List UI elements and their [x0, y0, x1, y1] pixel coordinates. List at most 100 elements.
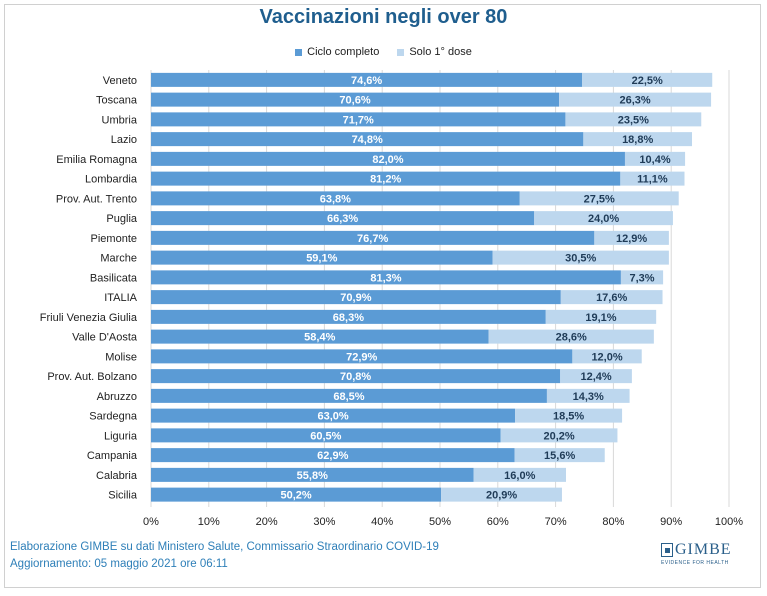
bar-ciclo-completo [151, 329, 489, 344]
gimbe-logo-name: GIMBE [675, 541, 732, 558]
data-label-ciclo-completo: 72,9% [346, 351, 377, 363]
data-label-ciclo-completo: 68,5% [333, 391, 364, 403]
bar-solo-prima-dose [515, 408, 623, 423]
bar-ciclo-completo [151, 132, 584, 147]
data-label-ciclo-completo: 60,5% [310, 430, 341, 442]
footer-source: Elaborazione GIMBE su dati Ministero Sal… [10, 541, 439, 553]
bar-ciclo-completo [151, 290, 561, 305]
data-label-ciclo-completo: 76,7% [357, 233, 388, 245]
bar-ciclo-completo [151, 467, 474, 482]
category-label: Toscana [96, 95, 138, 107]
x-tick-label: 90% [660, 516, 682, 528]
bar-solo-prima-dose [519, 191, 679, 206]
chart-legend: Ciclo completo Solo 1° dose [0, 46, 767, 58]
category-label: Campania [87, 450, 138, 462]
bar-ciclo-completo [151, 92, 560, 107]
data-label-solo-prima-dose: 12,4% [580, 371, 611, 383]
bar-ciclo-completo [151, 388, 547, 403]
x-tick-label: 10% [198, 516, 220, 528]
bar-solo-prima-dose [594, 230, 669, 245]
category-label: Calabria [96, 470, 138, 482]
chart-title: Vaccinazioni negli over 80 [259, 6, 508, 28]
category-label: Marche [100, 253, 137, 265]
category-label: Prov. Aut. Trento [56, 193, 137, 205]
footer-updated: Aggiornamento: 05 maggio 2021 ore 06:11 [10, 558, 228, 570]
data-label-ciclo-completo: 63,0% [317, 411, 348, 423]
data-label-solo-prima-dose: 28,6% [556, 332, 587, 344]
bar-solo-prima-dose [473, 467, 567, 482]
bar-solo-prima-dose [500, 428, 618, 443]
data-label-ciclo-completo: 81,2% [370, 174, 401, 186]
bar-ciclo-completo [151, 349, 573, 364]
category-label: Basilicata [90, 272, 138, 284]
data-label-ciclo-completo: 70,6% [339, 95, 370, 107]
data-label-solo-prima-dose: 14,3% [573, 391, 604, 403]
legend-swatch-ciclo-completo [295, 48, 303, 56]
data-label-solo-prima-dose: 22,5% [632, 75, 663, 87]
data-label-ciclo-completo: 71,7% [343, 114, 374, 126]
data-label-solo-prima-dose: 10,4% [639, 154, 670, 166]
category-label: Piemonte [91, 233, 137, 245]
data-label-ciclo-completo: 70,8% [340, 371, 371, 383]
data-label-ciclo-completo: 70,9% [340, 292, 371, 304]
bar-solo-prima-dose [559, 92, 712, 107]
category-label: Prov. Aut. Bolzano [47, 371, 137, 383]
data-label-solo-prima-dose: 12,0% [591, 351, 622, 363]
legend-label-ciclo-completo: Ciclo completo [307, 46, 380, 58]
data-label-solo-prima-dose: 26,3% [619, 95, 650, 107]
bar-ciclo-completo [151, 72, 583, 87]
bar-solo-prima-dose [624, 151, 686, 166]
bar-solo-prima-dose [583, 132, 693, 147]
category-label: ITALIA [104, 292, 137, 304]
category-label: Umbria [102, 114, 138, 126]
bar-ciclo-completo [151, 250, 493, 265]
category-label: Molise [105, 351, 137, 363]
data-label-solo-prima-dose: 18,8% [622, 134, 653, 146]
data-label-solo-prima-dose: 24,0% [588, 213, 619, 225]
data-label-ciclo-completo: 81,3% [370, 272, 401, 284]
data-label-ciclo-completo: 59,1% [306, 253, 337, 265]
category-label: Lazio [111, 134, 137, 146]
category-label: Emilia Romagna [56, 154, 138, 166]
bar-solo-prima-dose [534, 211, 673, 226]
data-label-solo-prima-dose: 30,5% [565, 253, 596, 265]
data-label-ciclo-completo: 82,0% [372, 154, 403, 166]
category-label: Lombardia [85, 174, 138, 186]
category-label: Veneto [103, 75, 137, 87]
bar-ciclo-completo [151, 428, 501, 443]
category-label: Valle D'Aosta [72, 332, 138, 344]
legend-item-solo-prima-dose: Solo 1° dose [397, 46, 472, 58]
data-label-solo-prima-dose: 18,5% [553, 411, 584, 423]
bar-ciclo-completo [151, 112, 566, 127]
legend-label-solo-prima-dose: Solo 1° dose [409, 46, 472, 58]
bar-solo-prima-dose [565, 112, 702, 127]
bar-solo-prima-dose [620, 270, 664, 285]
bar-solo-prima-dose [620, 171, 685, 186]
bar-solo-prima-dose [560, 369, 632, 384]
x-tick-label: 70% [545, 516, 567, 528]
data-label-solo-prima-dose: 15,6% [544, 450, 575, 462]
x-tick-label: 50% [429, 516, 451, 528]
data-label-solo-prima-dose: 16,0% [504, 470, 535, 482]
bar-solo-prima-dose [572, 349, 642, 364]
bar-solo-prima-dose [488, 329, 654, 344]
data-label-ciclo-completo: 55,8% [297, 470, 328, 482]
data-label-solo-prima-dose: 19,1% [585, 312, 616, 324]
category-label: Abruzzo [97, 391, 137, 403]
data-label-solo-prima-dose: 27,5% [584, 193, 615, 205]
category-label: Sardegna [89, 411, 138, 423]
x-tick-label: 30% [313, 516, 335, 528]
bar-ciclo-completo [151, 270, 621, 285]
data-label-ciclo-completo: 74,6% [351, 75, 382, 87]
x-tick-label: 100% [715, 516, 743, 528]
x-tick-label: 40% [371, 516, 393, 528]
bar-ciclo-completo [151, 171, 621, 186]
bar-ciclo-completo [151, 211, 535, 226]
bar-solo-prima-dose [582, 72, 713, 87]
bar-ciclo-completo [151, 230, 595, 245]
data-label-ciclo-completo: 66,3% [327, 213, 358, 225]
gimbe-logo: GIMBE EVIDENCE FOR HEALTH [661, 541, 737, 566]
data-label-solo-prima-dose: 7,3% [629, 272, 654, 284]
data-label-ciclo-completo: 58,4% [304, 332, 335, 344]
